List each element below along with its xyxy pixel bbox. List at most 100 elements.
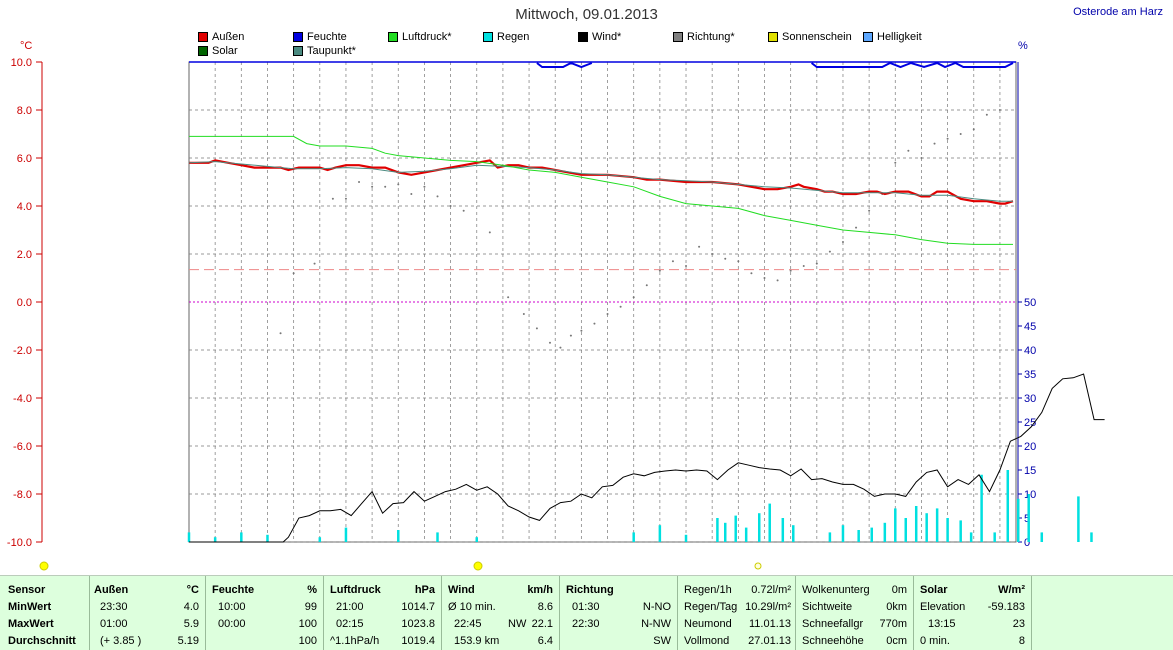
direction-dot — [841, 241, 844, 243]
direction-dot — [535, 327, 538, 330]
direction-dot — [384, 185, 387, 188]
direction-dot — [358, 181, 361, 183]
regen-1h-label: Regen/1h — [684, 584, 732, 596]
aussen-max-time: 01:00 — [100, 618, 128, 630]
left-tick-label: 6.0 — [17, 153, 32, 165]
left-tick-label: 8.0 — [17, 105, 32, 117]
legend-item-solar: Solar — [198, 45, 238, 57]
min-label: MinWert — [8, 601, 52, 613]
stats-sensor-col: Sensor MinWert MaxWert Durchschnitt — [0, 576, 90, 650]
regen-1h-val: 0.72l/m² — [751, 584, 791, 596]
feuchte-avg-val: 100 — [298, 635, 317, 647]
feuchte-min-val: 99 — [304, 601, 317, 613]
legend-label: Sonnenschein — [782, 31, 852, 43]
direction-dot — [559, 346, 562, 349]
direction-dot — [580, 329, 583, 332]
wind-avg-label: 153.9 km — [454, 635, 500, 647]
direction-dot — [548, 341, 551, 344]
direction-dot — [920, 157, 923, 159]
right-tick-label: 20 — [1024, 441, 1036, 453]
luftdruck-header: Luftdruck — [330, 584, 381, 596]
legend-label: Feuchte — [307, 31, 347, 43]
luftdruck-min-val: 1014.7 — [401, 601, 435, 613]
aussen-min-val: 4.0 — [183, 601, 199, 613]
direction-dot — [619, 305, 622, 308]
legend-swatch — [863, 32, 873, 42]
schneefallgr-val: 770m — [879, 618, 907, 630]
series-line-wind — [189, 373, 1105, 543]
luftdruck-min-time: 21:00 — [336, 601, 364, 613]
aussen-max-val: 5.9 — [183, 618, 199, 630]
neumond-val: 11.01.13 — [748, 618, 791, 630]
direction-dot — [998, 109, 1001, 111]
solar-unit: W/m² — [998, 584, 1025, 596]
sunset-marker — [754, 562, 762, 570]
direction-dot — [737, 260, 740, 263]
legend-label: Helligkeit — [877, 31, 922, 43]
direction-dot — [868, 209, 871, 212]
richtung-min-val: N-NO — [642, 601, 671, 613]
direction-dot — [645, 284, 648, 287]
legend-swatch — [293, 32, 303, 42]
humidity-line — [536, 61, 1014, 69]
aussen-header: Außen — [94, 584, 129, 596]
direction-dot — [658, 269, 661, 272]
legend-item-taupunkt: Taupunkt* — [293, 45, 356, 57]
direction-dot — [436, 195, 439, 198]
stats-panel: Sensor MinWert MaxWert Durchschnitt Auße… — [0, 575, 1173, 650]
legend-item-luftdruck: Luftdruck* — [388, 31, 452, 43]
direction-dot — [946, 137, 949, 140]
direction-dot — [685, 265, 688, 267]
solar-header: Solar — [920, 584, 948, 596]
legend-label: Außen — [212, 31, 245, 43]
elevation-val: -59.183 — [987, 601, 1025, 613]
stats-regen-col: Regen/1h 0.72l/m² Regen/Tag 10.29l/m² Neum… — [678, 576, 796, 650]
left-tick-label: -6.0 — [13, 441, 32, 453]
series-line-taupunkt — [188, 161, 1013, 202]
wind-unit: km/h — [527, 584, 553, 596]
wind-min-label: Ø 10 min. — [448, 601, 496, 613]
direction-dot — [449, 205, 452, 207]
legend-swatch — [578, 32, 588, 42]
wind-max-dir: NW — [508, 618, 527, 630]
left-tick-label: 10.0 — [11, 57, 32, 69]
station-link[interactable]: Osterode am Harz — [1073, 6, 1163, 18]
direction-dot — [371, 185, 374, 188]
legend-swatch — [483, 32, 493, 42]
direction-dot — [815, 262, 818, 265]
direction-dot — [894, 161, 897, 164]
direction-dot — [593, 322, 596, 325]
direction-dot — [933, 142, 936, 145]
left-tick-label: -4.0 — [13, 393, 32, 405]
stats-luftdruck-col: Luftdruck hPa 21:00 1014.7 02:15 1023.8 ^1.… — [324, 576, 442, 650]
legend-item-wind: Wind* — [578, 31, 621, 43]
right-tick-label: 25 — [1024, 417, 1036, 429]
direction-dot — [671, 260, 674, 263]
elevation-label: Elevation — [920, 601, 966, 613]
right-tick-label: 35 — [1024, 369, 1036, 381]
luftdruck-max-time: 02:15 — [336, 618, 364, 630]
left-tick-label: 2.0 — [17, 249, 32, 261]
legend-item-regen: Regen — [483, 31, 529, 43]
legend-swatch — [198, 32, 208, 42]
legend-label: Solar — [212, 45, 238, 57]
solar-min-label: 0 min. — [920, 635, 950, 647]
feuchte-min-time: 10:00 — [218, 601, 246, 613]
sensor-header: Sensor — [8, 584, 46, 596]
direction-dot — [907, 149, 910, 152]
wind-header: Wind — [448, 584, 475, 596]
direction-dot — [789, 269, 792, 272]
legend-label: Luftdruck* — [402, 31, 452, 43]
direction-dot — [397, 183, 400, 186]
neumond-label: Neumond — [684, 618, 732, 630]
regen-tag-label: Regen/Tag — [684, 601, 738, 613]
legend-item-helligkeit: Helligkeit — [863, 31, 922, 43]
wolken-val: 0m — [891, 584, 907, 596]
luftdruck-avg-val: 1019.4 — [401, 635, 435, 647]
solar-min-val: 8 — [1018, 635, 1025, 647]
series-line-luftdruck — [189, 135, 1013, 245]
legend-item-außen: Außen — [198, 31, 244, 43]
wolken-label: Wolkenunterg — [802, 584, 870, 596]
right-tick-label: 15 — [1024, 465, 1036, 477]
luftdruck-unit: hPa — [414, 584, 435, 596]
